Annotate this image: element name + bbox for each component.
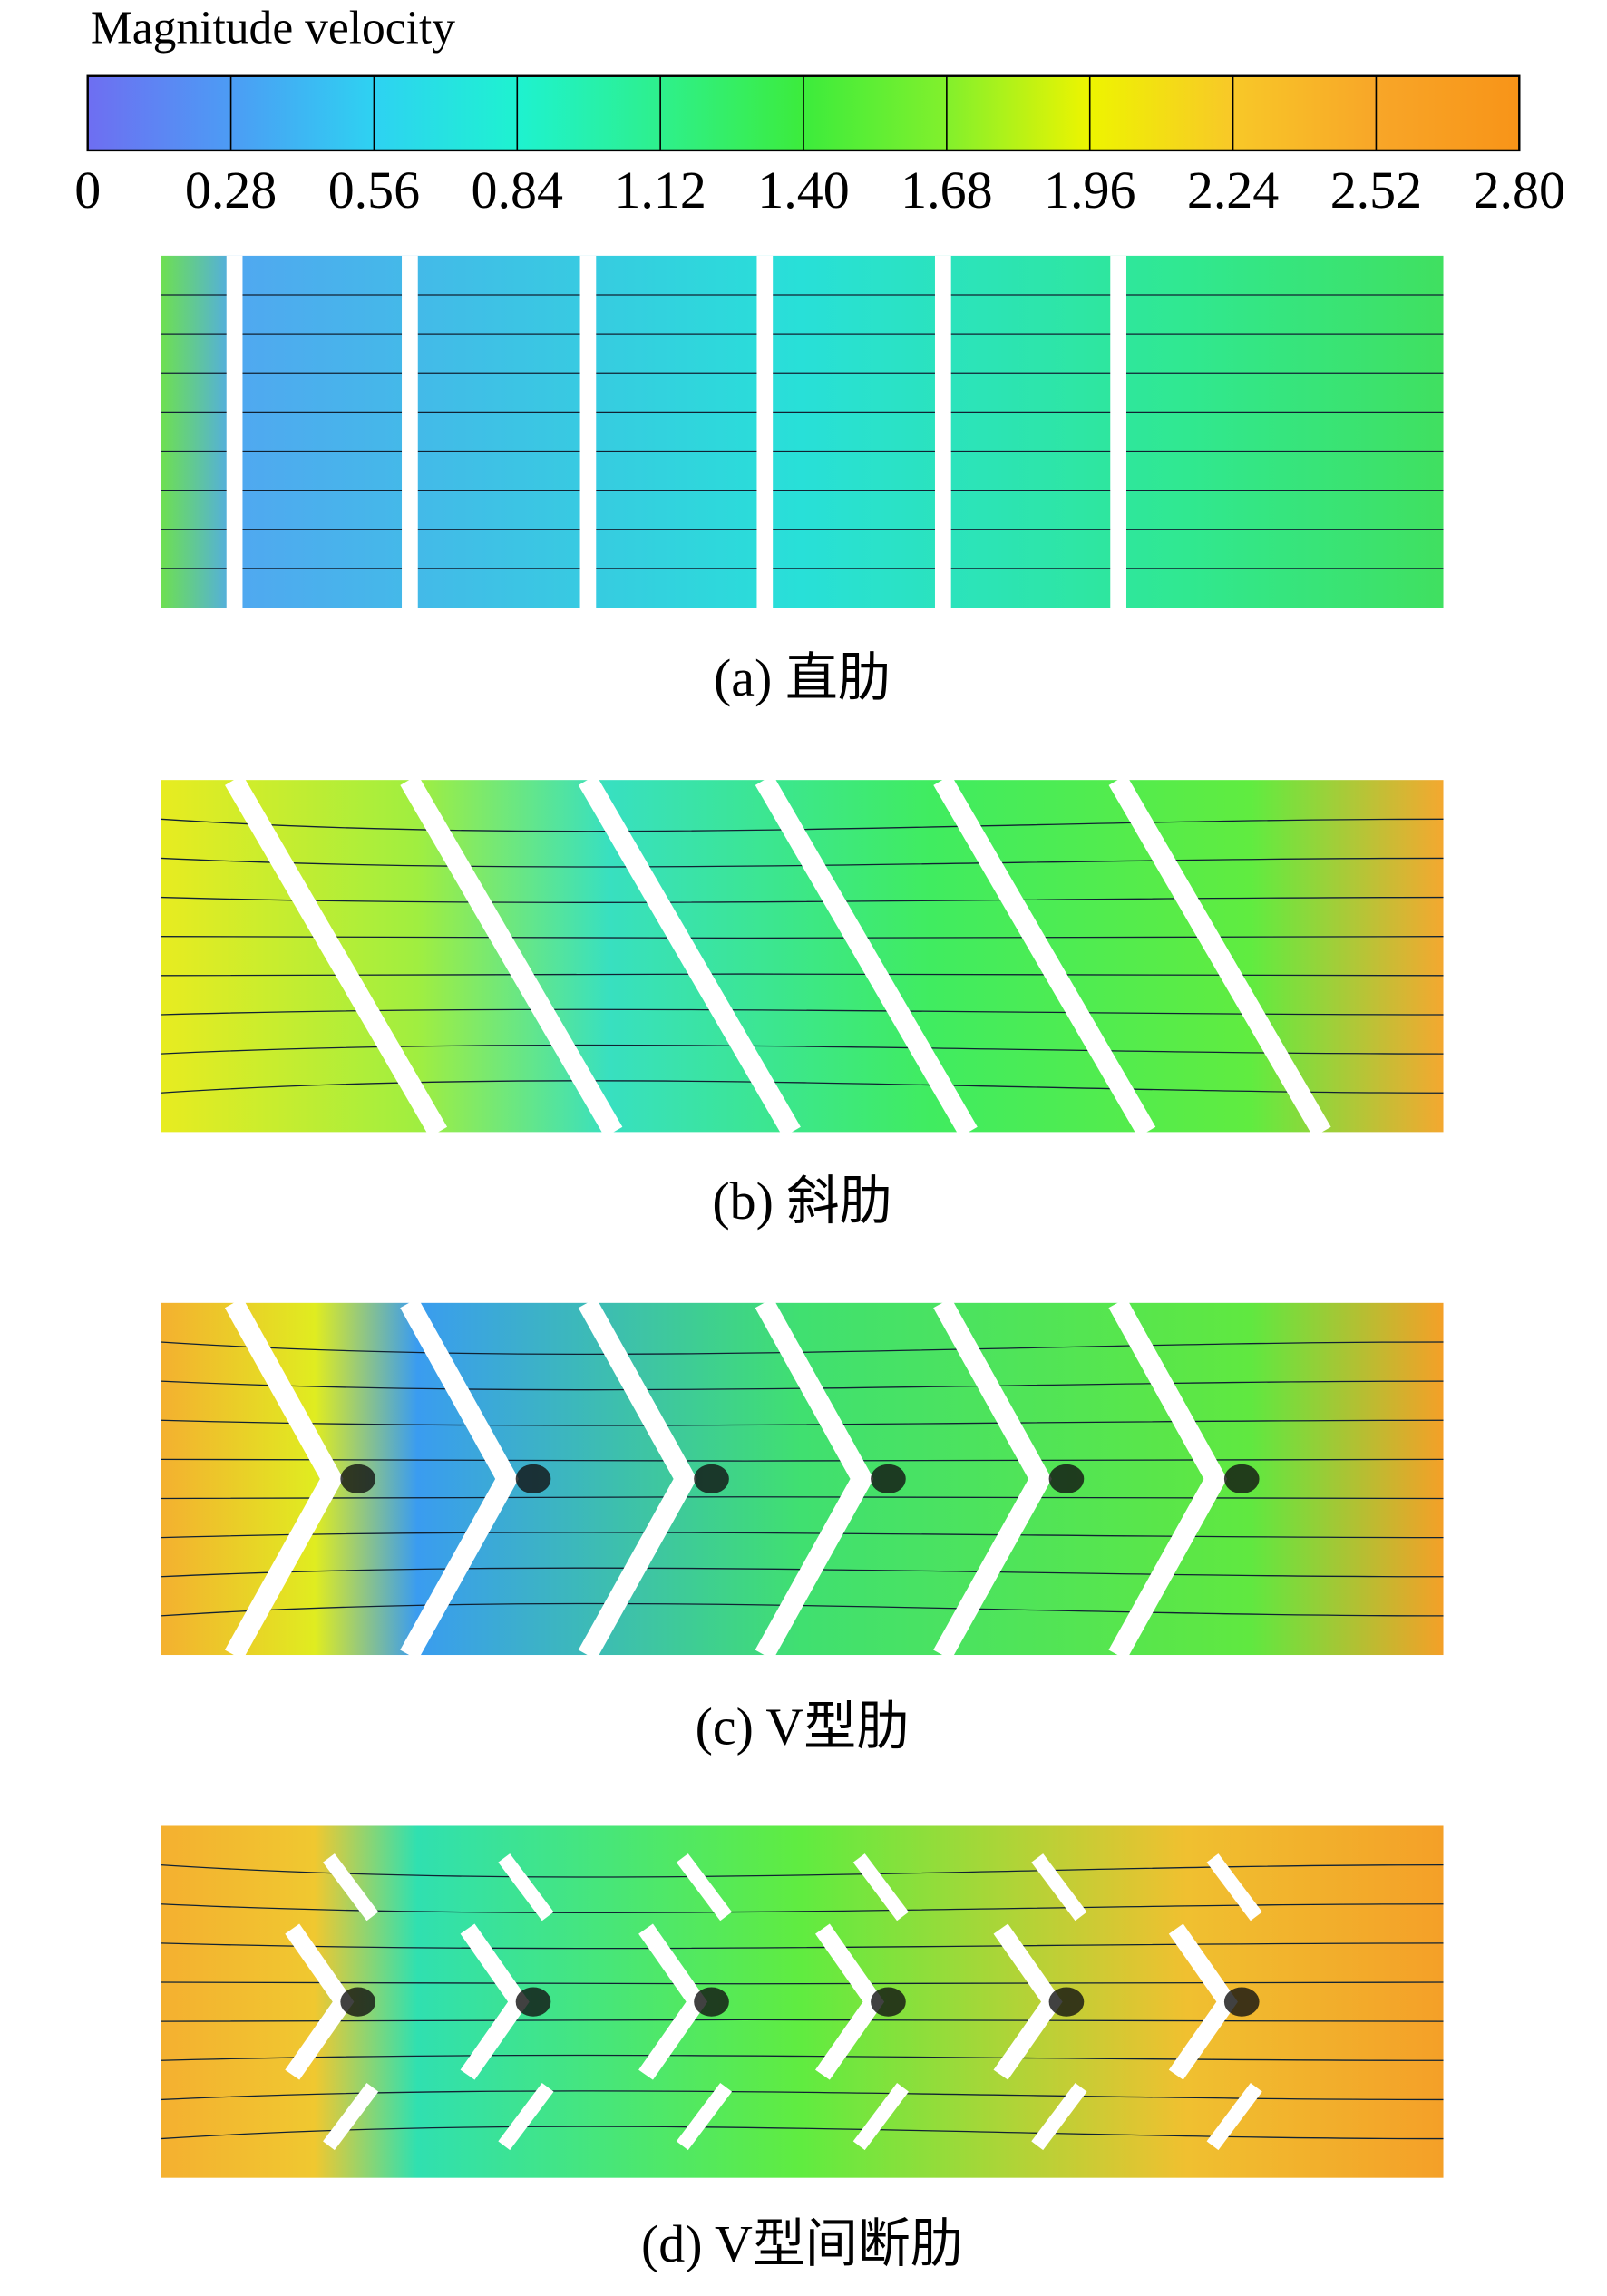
vortex xyxy=(515,1464,551,1494)
rib xyxy=(755,1298,874,1660)
colorbar-tick-label: 1.68 xyxy=(901,161,992,219)
vortex xyxy=(1048,1987,1085,2017)
vortex xyxy=(515,1987,551,2017)
colorbar-tick-label: 2.52 xyxy=(1330,161,1422,219)
rib xyxy=(498,1853,554,1921)
rib xyxy=(402,255,418,608)
vortex xyxy=(694,1464,729,1494)
streamline xyxy=(161,1942,1444,1950)
rib xyxy=(1031,2082,1087,2151)
rib xyxy=(852,2082,909,2151)
rib xyxy=(1031,1853,1087,1921)
rib xyxy=(400,774,623,1138)
panel: (d) V型间断肋 xyxy=(161,1825,1444,2273)
rib xyxy=(933,774,1156,1138)
colorbar-tick-label: 1.96 xyxy=(1044,161,1135,219)
vortex xyxy=(1223,1987,1260,2017)
rib xyxy=(676,1853,733,1921)
rib xyxy=(1206,2082,1262,2151)
rib xyxy=(933,1298,1052,1660)
vortex xyxy=(340,1464,376,1494)
rib xyxy=(578,774,801,1138)
vortex xyxy=(871,1987,906,2017)
rib xyxy=(1206,1853,1262,1921)
colorbar-tick-label: 0.56 xyxy=(328,161,420,219)
streamline xyxy=(161,1532,1444,1539)
streamline xyxy=(161,2054,1444,2061)
panel-caption: (a) 直肋 xyxy=(714,648,891,707)
rib xyxy=(323,1853,379,1921)
rib xyxy=(1108,1298,1228,1660)
vortex xyxy=(340,1987,376,2017)
rib xyxy=(852,1853,909,1921)
rib xyxy=(934,255,951,608)
colorbar-tick-label: 1.12 xyxy=(614,161,706,219)
panel-caption: (b) 斜肋 xyxy=(712,1172,891,1231)
rib xyxy=(323,2082,379,2151)
streamline xyxy=(161,1044,1444,1055)
rib xyxy=(676,2082,733,2151)
vortex xyxy=(871,1464,906,1494)
colorbar-tick-label: 2.24 xyxy=(1187,161,1279,219)
streamline xyxy=(161,1080,1444,1094)
streamline xyxy=(161,896,1444,903)
vortex xyxy=(1223,1464,1260,1494)
rib xyxy=(225,774,448,1138)
rib xyxy=(755,774,978,1138)
colorbar-tick-label: 1.40 xyxy=(757,161,849,219)
rib xyxy=(400,1298,519,1660)
panel-caption: (d) V型间断肋 xyxy=(641,2214,963,2273)
rib xyxy=(1108,774,1331,1138)
vortex xyxy=(694,1987,729,2017)
rib xyxy=(226,255,243,608)
colorbar-tick-label: 0.84 xyxy=(472,161,563,219)
colorbar-title: Magnitude velocity xyxy=(91,2,455,54)
rib xyxy=(579,255,597,608)
panel-caption: (c) V型肋 xyxy=(696,1698,910,1756)
contour-field xyxy=(161,255,1444,608)
rib xyxy=(224,1298,344,1660)
vortex xyxy=(1048,1464,1085,1494)
rib xyxy=(578,1298,697,1660)
streamline xyxy=(161,2126,1444,2140)
rib xyxy=(756,255,774,608)
colorbar-tick-label: 2.80 xyxy=(1474,161,1565,219)
rib xyxy=(498,2082,554,2151)
colorbar-tick-label: 0 xyxy=(74,161,101,219)
rib xyxy=(1110,255,1126,608)
panel: (a) 直肋 xyxy=(161,255,1444,707)
panel: (c) V型肋 xyxy=(161,1298,1444,1756)
colorbar-tick-label: 0.28 xyxy=(185,161,277,219)
panel: (b) 斜肋 xyxy=(161,774,1444,1231)
streamline xyxy=(161,1863,1444,1878)
streamline xyxy=(161,1419,1444,1426)
